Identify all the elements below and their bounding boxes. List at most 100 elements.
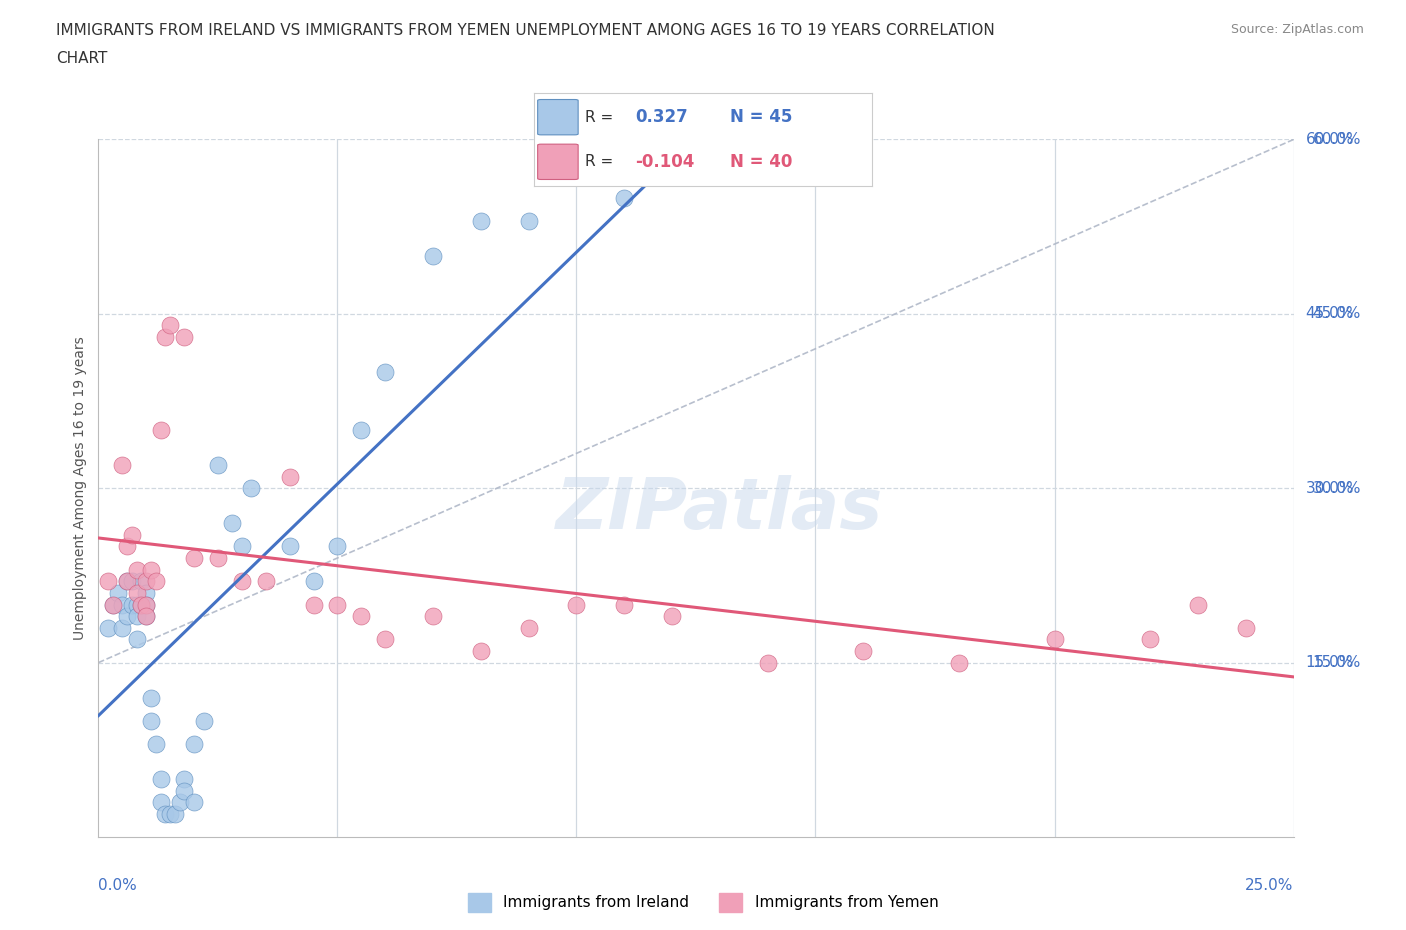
Text: 15.0%: 15.0% — [1313, 655, 1361, 671]
Point — [231, 539, 253, 554]
Point — [756, 655, 779, 670]
Point — [374, 365, 396, 379]
Point — [350, 422, 373, 438]
Point — [125, 609, 148, 624]
Point — [115, 574, 138, 589]
Point — [145, 574, 167, 589]
FancyBboxPatch shape — [537, 144, 578, 179]
Point — [1234, 620, 1257, 635]
Point — [374, 632, 396, 647]
Point — [125, 586, 148, 601]
Point — [302, 597, 325, 612]
Point — [121, 574, 143, 589]
Text: N = 40: N = 40 — [730, 153, 793, 171]
Point — [173, 783, 195, 798]
Point — [207, 551, 229, 565]
Y-axis label: Unemployment Among Ages 16 to 19 years: Unemployment Among Ages 16 to 19 years — [73, 337, 87, 640]
Point — [135, 609, 157, 624]
Text: ZIPatlas: ZIPatlas — [557, 474, 883, 544]
Point — [135, 586, 157, 601]
Point — [125, 632, 148, 647]
Point — [101, 597, 124, 612]
Text: 60.0%: 60.0% — [1313, 132, 1361, 147]
Point — [149, 794, 172, 809]
Point — [155, 806, 177, 821]
Text: 30.0%: 30.0% — [1305, 481, 1354, 496]
Text: R =: R = — [585, 154, 619, 169]
Point — [111, 620, 134, 635]
Text: 45.0%: 45.0% — [1305, 306, 1354, 322]
Point — [948, 655, 970, 670]
Point — [159, 806, 181, 821]
Point — [1043, 632, 1066, 647]
Point — [278, 469, 301, 484]
Point — [135, 609, 157, 624]
Text: 25.0%: 25.0% — [1246, 878, 1294, 893]
Text: 0.0%: 0.0% — [98, 878, 138, 893]
Point — [193, 713, 215, 728]
Point — [1139, 632, 1161, 647]
Text: 30.0%: 30.0% — [1313, 481, 1361, 496]
Point — [131, 574, 153, 589]
Point — [517, 214, 540, 229]
Point — [131, 597, 153, 612]
Point — [470, 644, 492, 658]
Point — [97, 620, 120, 635]
Point — [139, 690, 162, 705]
Point — [240, 481, 263, 496]
Point — [1187, 597, 1209, 612]
Legend: Immigrants from Ireland, Immigrants from Yemen: Immigrants from Ireland, Immigrants from… — [461, 887, 945, 918]
Point — [422, 248, 444, 263]
Point — [254, 574, 277, 589]
Point — [231, 574, 253, 589]
Point — [101, 597, 124, 612]
Text: R =: R = — [585, 110, 619, 125]
Point — [125, 562, 148, 577]
Point — [183, 737, 205, 751]
Text: 45.0%: 45.0% — [1313, 306, 1361, 322]
Text: Source: ZipAtlas.com: Source: ZipAtlas.com — [1230, 23, 1364, 36]
Point — [221, 515, 243, 530]
Text: 60.0%: 60.0% — [1305, 132, 1354, 147]
Point — [326, 597, 349, 612]
Point — [159, 318, 181, 333]
FancyBboxPatch shape — [537, 100, 578, 135]
Point — [135, 574, 157, 589]
Point — [155, 330, 177, 345]
Point — [207, 458, 229, 472]
Point — [183, 551, 205, 565]
Point — [111, 458, 134, 472]
Point — [135, 597, 157, 612]
Point — [169, 794, 191, 809]
Point — [470, 214, 492, 229]
Point — [149, 772, 172, 787]
Text: 15.0%: 15.0% — [1305, 655, 1354, 671]
Point — [115, 539, 138, 554]
Point — [115, 609, 138, 624]
Point — [613, 191, 636, 206]
Point — [350, 609, 373, 624]
Point — [661, 609, 683, 624]
Point — [278, 539, 301, 554]
Point — [125, 597, 148, 612]
Point — [131, 597, 153, 612]
Point — [139, 713, 162, 728]
Text: 0.327: 0.327 — [636, 108, 689, 126]
Text: -0.104: -0.104 — [636, 153, 695, 171]
Point — [173, 772, 195, 787]
Point — [121, 527, 143, 542]
Text: CHART: CHART — [56, 51, 108, 66]
Point — [135, 597, 157, 612]
Point — [115, 574, 138, 589]
Point — [145, 737, 167, 751]
Point — [111, 597, 134, 612]
Point — [173, 330, 195, 345]
Point — [565, 597, 588, 612]
Point — [163, 806, 186, 821]
Point — [756, 155, 779, 170]
Point — [97, 574, 120, 589]
Point — [107, 586, 129, 601]
Point — [517, 620, 540, 635]
Point — [121, 597, 143, 612]
Point — [183, 794, 205, 809]
